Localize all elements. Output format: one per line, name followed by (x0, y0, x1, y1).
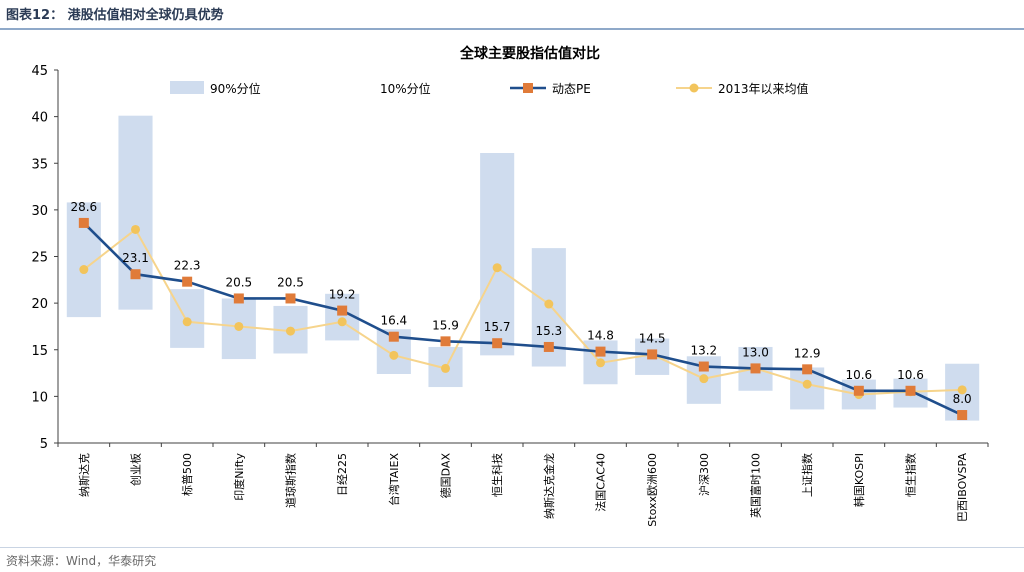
figure-title: 图表12： 港股估值相对全球仍具优势 (6, 8, 224, 23)
pe-data-label: 8.0 (953, 392, 972, 406)
x-tick-label: 纳斯达克 (78, 453, 91, 497)
footer-divider (0, 547, 1024, 548)
x-tick-label: 恒生科技 (490, 453, 504, 497)
x-tick-label: 印度Nifty (232, 453, 246, 501)
legend-pe-label: 动态PE (552, 82, 591, 96)
pe-point (182, 276, 193, 287)
y-tick-label: 45 (31, 64, 48, 79)
band-layer (66, 115, 980, 421)
x-tick-label: 法国CAC40 (594, 453, 608, 512)
pe-data-label: 13.0 (742, 345, 769, 359)
avg-point (182, 317, 192, 327)
legend: 90%分位 10%分位 动态PE 2013年以来均值 (170, 81, 809, 96)
avg-point (131, 224, 140, 234)
pe-point (595, 346, 606, 357)
avg-point (596, 358, 605, 368)
x-tick-label: 巴西IBOVSPA (956, 453, 969, 522)
pe-point (388, 331, 399, 342)
y-tick-label: 15 (31, 344, 48, 359)
pe-data-label: 19.2 (329, 288, 356, 302)
pe-point (750, 363, 761, 374)
x-tick-label: 韩国KOSPI (852, 453, 866, 507)
pe-point (337, 305, 348, 316)
legend-band-swatch (170, 81, 204, 94)
avg-point (337, 317, 347, 327)
pe-data-label: 10.6 (897, 368, 924, 382)
x-tick-label: 台湾TAIEX (387, 453, 401, 507)
pe-data-label: 23.1 (122, 251, 149, 265)
pe-point (905, 385, 916, 396)
pe-data-label: 28.6 (70, 200, 97, 214)
y-tick-label: 10 (31, 390, 48, 405)
pe-point (78, 217, 89, 228)
pe-point (957, 410, 968, 421)
series-layer (78, 217, 968, 421)
pe-point (285, 293, 296, 304)
y-tick-label: 5 (40, 437, 48, 452)
pe-point (698, 361, 709, 372)
pe-data-label: 13.2 (690, 344, 717, 358)
avg-point (802, 379, 812, 389)
x-tick-label: 标普500 (180, 453, 194, 496)
pe-data-label: 20.5 (225, 275, 252, 289)
pe-data-label: 16.4 (380, 314, 407, 328)
y-tick-label: 40 (31, 111, 48, 126)
pe-data-label: 22.3 (174, 259, 201, 273)
pe-point (492, 338, 503, 349)
avg-point (389, 350, 399, 360)
y-tick-label: 30 (31, 204, 48, 219)
avg-point (286, 326, 295, 336)
source-note: 资料来源：Wind，华泰研究 (6, 554, 157, 568)
pe-data-label: 10.6 (845, 368, 872, 382)
legend-band-label: 90%分位 (210, 81, 261, 96)
pe-point (853, 385, 864, 396)
pe-point (543, 341, 554, 352)
legend-pe-marker (523, 83, 533, 93)
header-bar: 图表12： 港股估值相对全球仍具优势 (0, 0, 1024, 30)
band-bar (480, 152, 515, 356)
x-tick-label: 德国DAX (439, 453, 453, 499)
axes-layer: 5 10 15 20 25 30 35 40 45 纳斯达克 创业板 标普500 印度Nifty 道琼斯指… (31, 64, 989, 527)
avg-point (699, 374, 709, 384)
band-bar (118, 115, 153, 310)
pe-data-label: 15.7 (484, 320, 511, 334)
legend-avg-label: 2013年以来均值 (718, 81, 809, 96)
x-tick-label: 沪深300 (697, 453, 711, 496)
pe-point (647, 349, 658, 360)
x-tick-label: 道琼斯指数 (284, 453, 298, 508)
avg-line (83, 227, 963, 396)
x-tick-label: 恒生指数 (904, 453, 918, 497)
pe-point (233, 293, 244, 304)
x-tick-label: 创业板 (129, 453, 143, 486)
pe-data-label: 15.3 (535, 324, 562, 338)
pe-point (440, 336, 451, 347)
y-tick-label: 20 (31, 297, 48, 312)
chart-title: 全球主要股指估值对比 (459, 45, 600, 62)
label-layer: 28.6 23.1 22.3 20.5 20.5 19.2 16.4 15.9 15.7 15.3… (70, 200, 971, 406)
avg-point (234, 321, 244, 331)
x-tick-label: 上证指数 (800, 453, 814, 497)
avg-point (957, 385, 967, 395)
pe-point (802, 364, 813, 375)
pe-data-label: 14.5 (639, 331, 666, 345)
pe-data-label: 12.9 (794, 346, 821, 360)
pe-data-label: 14.8 (587, 329, 614, 343)
legend-band-low-label: 10%分位 (380, 81, 431, 96)
x-tick-label: 纳斯达克金龙 (542, 453, 556, 519)
avg-point (544, 299, 554, 309)
avg-point (492, 263, 502, 273)
x-tick-label: 日经225 (336, 453, 349, 496)
y-tick-label: 25 (31, 251, 48, 266)
x-tick-label: 英国富时100 (749, 453, 763, 518)
pe-data-label: 20.5 (277, 275, 304, 289)
avg-point (79, 265, 89, 275)
legend-avg-marker (689, 83, 699, 93)
x-tick-label: Stoxx欧洲600 (646, 453, 659, 527)
y-tick-label: 35 (31, 157, 48, 172)
chart-area: 全球主要股指估值对比 5 10 15 20 25 30 35 40 45 纳斯达克 创业板 标普500… (31, 45, 989, 527)
avg-point (441, 363, 450, 373)
pe-line (82, 222, 963, 417)
pe-point (130, 269, 141, 280)
pe-data-label: 15.9 (432, 318, 459, 332)
